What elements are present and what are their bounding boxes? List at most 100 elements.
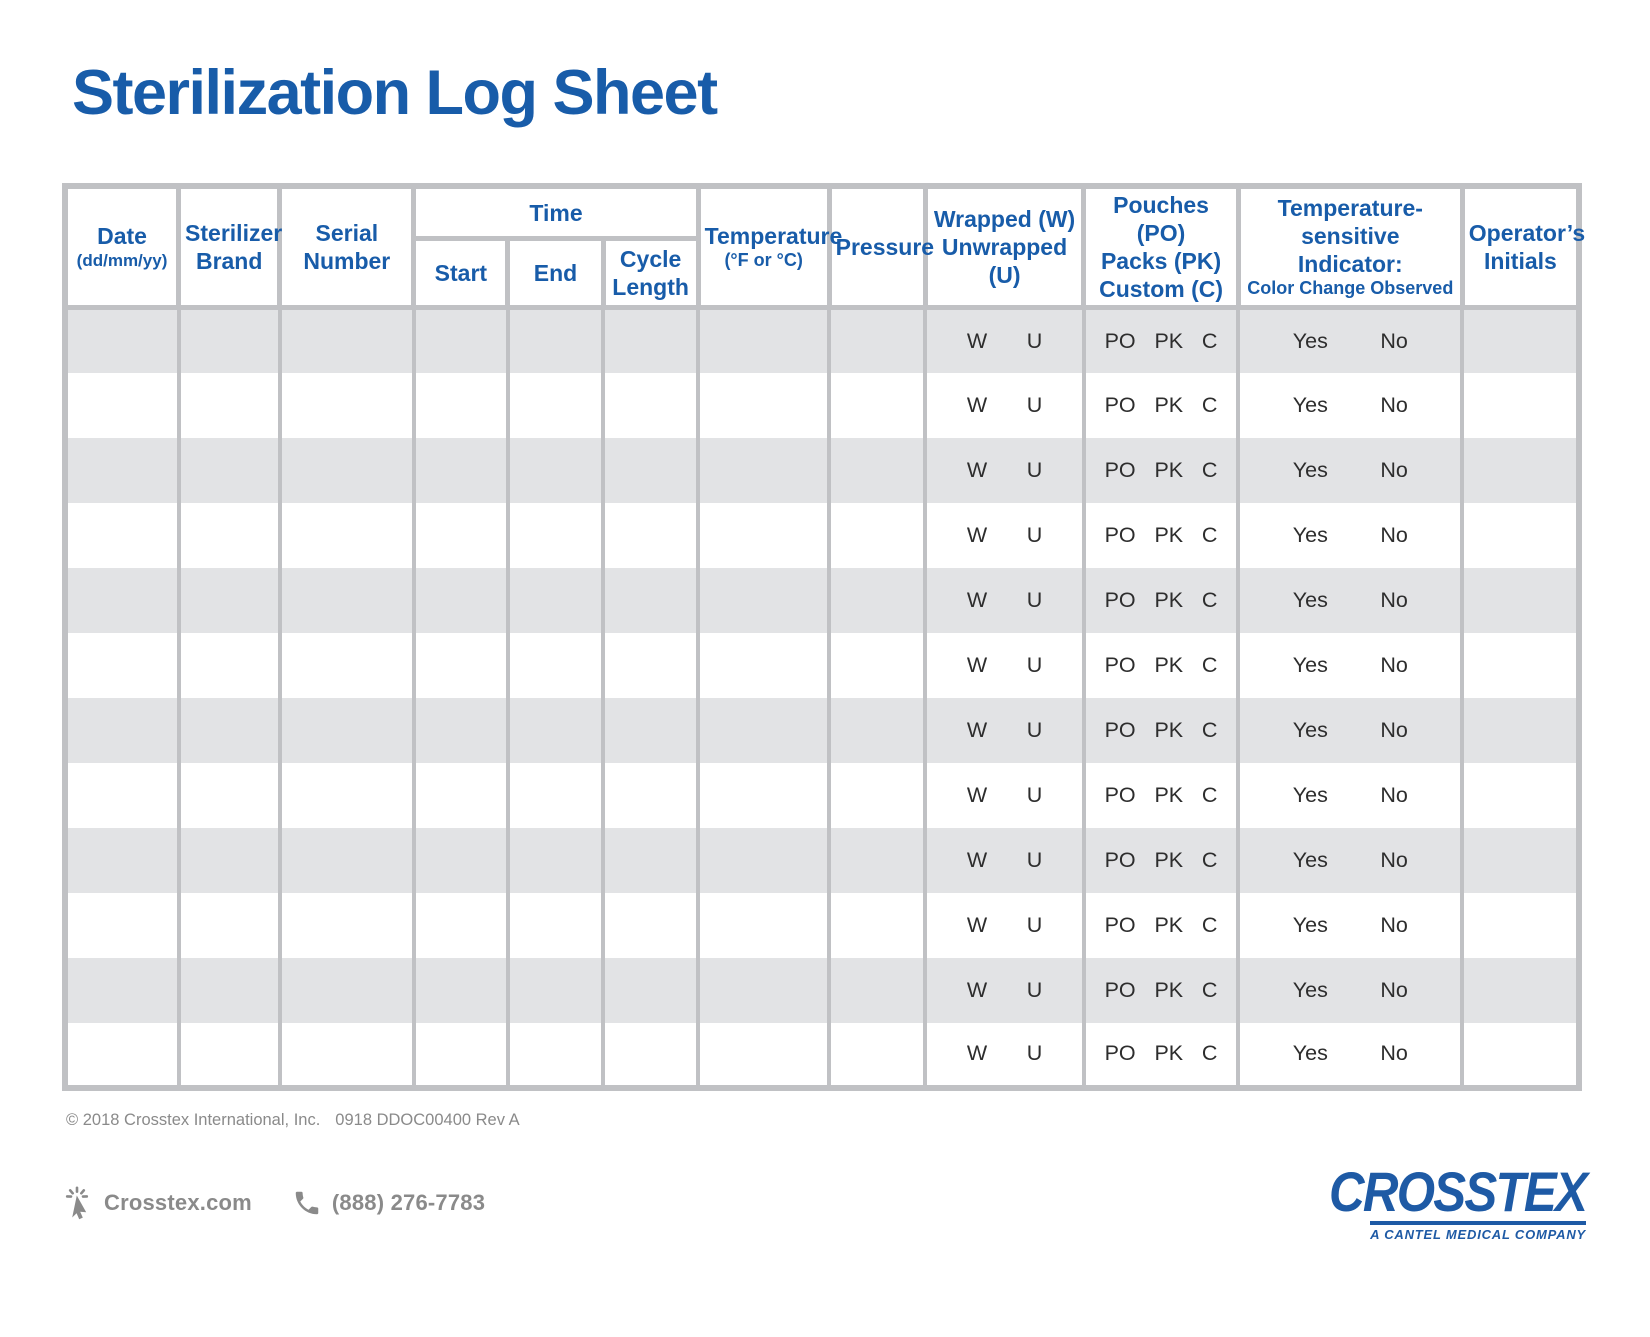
- option-packs[interactable]: PK: [1154, 783, 1183, 808]
- sterilizer-brand-cell[interactable]: [179, 568, 280, 633]
- cycle-length-cell[interactable]: [603, 698, 698, 763]
- time-end-cell[interactable]: [508, 438, 603, 503]
- time-start-cell[interactable]: [414, 958, 508, 1023]
- option-custom[interactable]: C: [1202, 329, 1218, 354]
- option-unwrapped[interactable]: U: [1027, 783, 1043, 808]
- date-cell[interactable]: [65, 763, 179, 828]
- option-unwrapped[interactable]: U: [1027, 978, 1043, 1003]
- sterilizer-brand-cell[interactable]: [179, 438, 280, 503]
- option-pouches[interactable]: PO: [1105, 588, 1136, 613]
- date-cell[interactable]: [65, 438, 179, 503]
- time-end-cell[interactable]: [508, 763, 603, 828]
- option-no[interactable]: No: [1380, 653, 1407, 678]
- option-packs[interactable]: PK: [1154, 718, 1183, 743]
- option-packs[interactable]: PK: [1154, 978, 1183, 1003]
- website-link[interactable]: Crosstex.com: [62, 1186, 252, 1220]
- date-cell[interactable]: [65, 373, 179, 438]
- option-custom[interactable]: C: [1202, 978, 1218, 1003]
- serial-number-cell[interactable]: [280, 503, 414, 568]
- option-unwrapped[interactable]: U: [1027, 718, 1043, 743]
- option-no[interactable]: No: [1380, 329, 1407, 354]
- time-end-cell[interactable]: [508, 698, 603, 763]
- pressure-cell[interactable]: [829, 1023, 925, 1088]
- sterilizer-brand-cell[interactable]: [179, 633, 280, 698]
- time-end-cell[interactable]: [508, 503, 603, 568]
- operator-initials-cell[interactable]: [1462, 568, 1579, 633]
- option-packs[interactable]: PK: [1154, 848, 1183, 873]
- option-packs[interactable]: PK: [1154, 393, 1183, 418]
- pressure-cell[interactable]: [829, 633, 925, 698]
- temperature-cell[interactable]: [698, 1023, 829, 1088]
- time-end-cell[interactable]: [508, 373, 603, 438]
- time-start-cell[interactable]: [414, 503, 508, 568]
- option-yes[interactable]: Yes: [1293, 393, 1328, 418]
- cycle-length-cell[interactable]: [603, 763, 698, 828]
- option-unwrapped[interactable]: U: [1027, 329, 1043, 354]
- option-yes[interactable]: Yes: [1293, 783, 1328, 808]
- option-wrapped[interactable]: W: [967, 588, 987, 613]
- operator-initials-cell[interactable]: [1462, 503, 1579, 568]
- option-no[interactable]: No: [1380, 978, 1407, 1003]
- temperature-cell[interactable]: [698, 308, 829, 373]
- date-cell[interactable]: [65, 893, 179, 958]
- option-custom[interactable]: C: [1202, 1041, 1218, 1066]
- pressure-cell[interactable]: [829, 373, 925, 438]
- serial-number-cell[interactable]: [280, 438, 414, 503]
- sterilizer-brand-cell[interactable]: [179, 893, 280, 958]
- option-packs[interactable]: PK: [1154, 523, 1183, 548]
- option-no[interactable]: No: [1380, 718, 1407, 743]
- pressure-cell[interactable]: [829, 828, 925, 893]
- temperature-cell[interactable]: [698, 893, 829, 958]
- option-yes[interactable]: Yes: [1293, 913, 1328, 938]
- option-no[interactable]: No: [1380, 1041, 1407, 1066]
- temperature-cell[interactable]: [698, 568, 829, 633]
- time-end-cell[interactable]: [508, 308, 603, 373]
- phone-contact[interactable]: (888) 276-7783: [292, 1188, 485, 1218]
- option-custom[interactable]: C: [1202, 783, 1218, 808]
- serial-number-cell[interactable]: [280, 958, 414, 1023]
- time-end-cell[interactable]: [508, 828, 603, 893]
- sterilizer-brand-cell[interactable]: [179, 958, 280, 1023]
- option-pouches[interactable]: PO: [1105, 718, 1136, 743]
- time-start-cell[interactable]: [414, 698, 508, 763]
- option-wrapped[interactable]: W: [967, 978, 987, 1003]
- option-wrapped[interactable]: W: [967, 329, 987, 354]
- option-wrapped[interactable]: W: [967, 913, 987, 938]
- time-end-cell[interactable]: [508, 893, 603, 958]
- option-no[interactable]: No: [1380, 393, 1407, 418]
- time-end-cell[interactable]: [508, 633, 603, 698]
- option-custom[interactable]: C: [1202, 848, 1218, 873]
- cycle-length-cell[interactable]: [603, 568, 698, 633]
- option-packs[interactable]: PK: [1154, 1041, 1183, 1066]
- operator-initials-cell[interactable]: [1462, 633, 1579, 698]
- date-cell[interactable]: [65, 1023, 179, 1088]
- date-cell[interactable]: [65, 698, 179, 763]
- option-packs[interactable]: PK: [1154, 913, 1183, 938]
- pressure-cell[interactable]: [829, 893, 925, 958]
- sterilizer-brand-cell[interactable]: [179, 763, 280, 828]
- cycle-length-cell[interactable]: [603, 893, 698, 958]
- option-wrapped[interactable]: W: [967, 523, 987, 548]
- operator-initials-cell[interactable]: [1462, 373, 1579, 438]
- pressure-cell[interactable]: [829, 698, 925, 763]
- option-custom[interactable]: C: [1202, 913, 1218, 938]
- serial-number-cell[interactable]: [280, 698, 414, 763]
- operator-initials-cell[interactable]: [1462, 828, 1579, 893]
- option-custom[interactable]: C: [1202, 653, 1218, 678]
- option-yes[interactable]: Yes: [1293, 329, 1328, 354]
- sterilizer-brand-cell[interactable]: [179, 308, 280, 373]
- serial-number-cell[interactable]: [280, 828, 414, 893]
- time-start-cell[interactable]: [414, 828, 508, 893]
- option-yes[interactable]: Yes: [1293, 718, 1328, 743]
- serial-number-cell[interactable]: [280, 1023, 414, 1088]
- pressure-cell[interactable]: [829, 763, 925, 828]
- option-unwrapped[interactable]: U: [1027, 523, 1043, 548]
- option-wrapped[interactable]: W: [967, 1041, 987, 1066]
- date-cell[interactable]: [65, 633, 179, 698]
- option-wrapped[interactable]: W: [967, 783, 987, 808]
- date-cell[interactable]: [65, 503, 179, 568]
- operator-initials-cell[interactable]: [1462, 438, 1579, 503]
- option-pouches[interactable]: PO: [1105, 523, 1136, 548]
- option-wrapped[interactable]: W: [967, 718, 987, 743]
- temperature-cell[interactable]: [698, 438, 829, 503]
